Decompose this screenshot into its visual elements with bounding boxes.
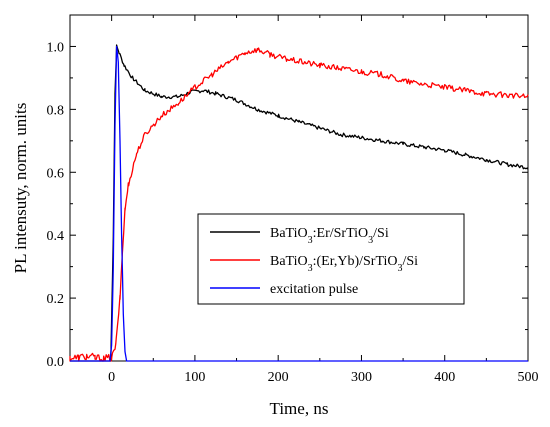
y-tick-label: 0.8	[47, 103, 65, 118]
y-tick-label: 0.6	[47, 166, 65, 181]
y-tick-label: 0.2	[47, 292, 65, 307]
x-tick-label: 300	[351, 370, 372, 385]
y-axis-title: PL intensuty, norm. units	[11, 103, 30, 274]
y-axis-ticks: 0.0 0.2 0.4 0.6 0.8 1.0	[47, 40, 528, 370]
x-tick-label: 0	[108, 370, 115, 385]
legend-box	[197, 213, 465, 305]
series-line-0	[70, 44, 529, 362]
x-axis-title: Time, ns	[270, 399, 329, 418]
y-tick-label: 1.0	[47, 40, 65, 55]
x-tick-label: 400	[434, 370, 455, 385]
y-tick-label: 0.0	[47, 355, 65, 370]
x-tick-label: 500	[518, 370, 539, 385]
x-axis-ticks: 0 100 200 300 400 500	[108, 15, 539, 385]
legend-label-2: excitation pulse	[270, 282, 358, 297]
series-line-1	[69, 47, 529, 362]
series-layer	[69, 44, 529, 362]
plot-frame	[69, 14, 529, 362]
series-line-2	[70, 45, 528, 362]
legend-label-1: BaTiO3:(Er,Yb)/SrTiO3/Si	[270, 254, 418, 274]
x-tick-label: 100	[184, 370, 205, 385]
legend: BaTiO3:Er/SrTiO3/Si BaTiO3:(Er,Yb)/SrTiO3…	[197, 213, 465, 305]
x-tick-label: 200	[268, 370, 289, 385]
y-tick-label: 0.4	[47, 229, 65, 244]
legend-label-0: BaTiO3:Er/SrTiO3/Si	[270, 226, 389, 246]
